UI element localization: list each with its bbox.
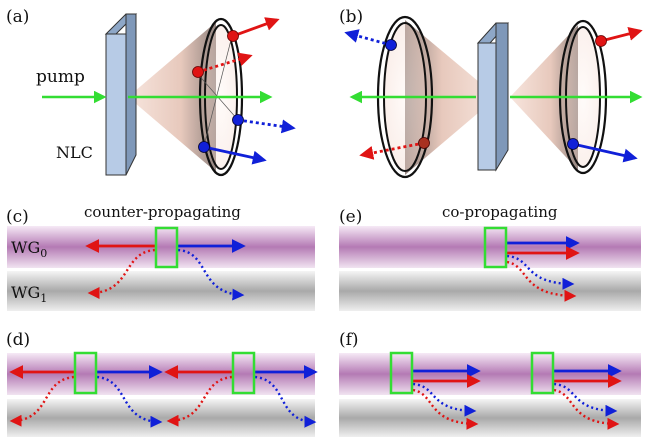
idler-photon bbox=[198, 141, 210, 153]
signal-coupled-arrow bbox=[412, 388, 479, 430]
panel-label-d: (d) bbox=[6, 330, 30, 350]
panel-a: (a) pump NLC bbox=[6, 7, 296, 177]
pump-label: pump bbox=[36, 67, 85, 87]
panel-d: (d) bbox=[6, 330, 318, 437]
idler-coupled-arrow bbox=[177, 248, 245, 301]
waveguide-1 bbox=[7, 271, 315, 311]
idler-arrow-dotted bbox=[237, 118, 296, 134]
source-region bbox=[530, 351, 555, 395]
signal-photon bbox=[227, 30, 239, 42]
waveguide-0 bbox=[339, 353, 641, 395]
correlation-line bbox=[203, 35, 233, 147]
signal-photon bbox=[192, 66, 204, 78]
source-region bbox=[389, 351, 414, 395]
panel-label-e: (e) bbox=[339, 207, 362, 227]
crystal-side bbox=[125, 13, 137, 176]
idler-arrow bbox=[203, 145, 267, 165]
signal-coupled-arrow bbox=[87, 248, 156, 299]
signal-photon bbox=[418, 137, 430, 149]
wg1-label: WG1 bbox=[11, 283, 47, 305]
crystal-label: NLC bbox=[56, 143, 93, 162]
crystal-side bbox=[495, 22, 509, 172]
idler-arrow-dotted bbox=[344, 29, 392, 47]
source-region bbox=[154, 226, 179, 269]
panel-title-co: co-propagating bbox=[442, 203, 558, 221]
signal-coupled-arrow bbox=[506, 260, 577, 302]
idler-coupled-arrow bbox=[96, 375, 163, 428]
signal-photon bbox=[595, 35, 607, 47]
signal-arrow bbox=[600, 27, 643, 43]
idler-coupled-arrow bbox=[553, 382, 618, 417]
panel-f: (f) bbox=[339, 330, 641, 437]
waveguide-0 bbox=[7, 226, 315, 268]
panel-e: (e) co-propagating bbox=[339, 203, 641, 311]
idler-photon bbox=[232, 114, 244, 126]
idler-photon bbox=[385, 39, 397, 51]
panel-label-a: (a) bbox=[6, 7, 29, 27]
waveguide-0 bbox=[339, 226, 641, 268]
waveguide-0 bbox=[7, 353, 315, 395]
signal-arrow bbox=[232, 17, 280, 38]
idler-coupled-arrow bbox=[412, 382, 477, 417]
panel-c: (c) counter-propagating WG0 WG1 bbox=[6, 203, 315, 311]
panel-title-counter: counter-propagating bbox=[84, 203, 241, 221]
source-region bbox=[231, 351, 256, 395]
panel-label-b: (b) bbox=[339, 7, 363, 27]
nonlinear-crystal bbox=[105, 33, 127, 176]
panel-b: (b) bbox=[339, 7, 643, 179]
waveguide-1 bbox=[7, 399, 315, 437]
signal-coupled-arrow bbox=[553, 388, 620, 430]
idler-photon bbox=[567, 138, 579, 150]
signal-arrow-dotted bbox=[359, 141, 425, 160]
nonlinear-crystal bbox=[477, 42, 497, 171]
panel-label-c: (c) bbox=[6, 207, 29, 227]
source-region bbox=[483, 226, 508, 269]
panel-label-f: (f) bbox=[339, 330, 359, 350]
wg0-label: WG0 bbox=[11, 238, 47, 260]
waveguide-1 bbox=[339, 271, 641, 311]
idler-arrow bbox=[572, 142, 638, 163]
source-region bbox=[73, 351, 98, 395]
waveguide-1 bbox=[339, 399, 641, 437]
